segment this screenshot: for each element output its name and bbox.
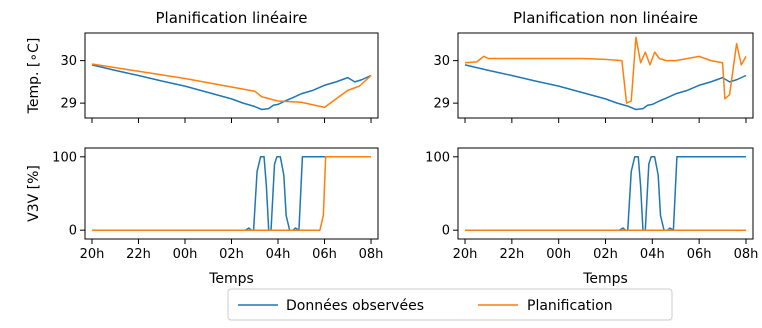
legend-frame — [227, 288, 673, 321]
legend-label-observed: Données observées — [286, 298, 424, 314]
series-line-plan — [91, 156, 372, 231]
x-tick-label: 20h — [453, 247, 478, 262]
y-tick-label: 29 — [433, 97, 450, 112]
x-tick-label: 08h — [734, 247, 759, 262]
x-tick-label: 22h — [126, 247, 151, 262]
x-tick-label: 06h — [687, 247, 712, 262]
x-tick-label: 02h — [219, 247, 244, 262]
series-line-obs — [91, 64, 372, 111]
panel-top-right-title: Planification non linéaire — [513, 9, 698, 27]
y-tick-label: 30 — [60, 54, 77, 69]
y-axis-label-temp: Temp. [∘C] — [26, 38, 42, 115]
panel-top-left-title: Planification linéaire — [156, 9, 308, 27]
chart-marks: 29 30 29 30 20h 22h 00h 02h 04h 06h 08h 0 100 20h 22h 0… — [52, 36, 759, 262]
y-tick-label: 100 — [425, 150, 450, 165]
legend-label-planification: Planification — [527, 298, 613, 314]
x-tick-label: 06h — [312, 247, 337, 262]
series-line-obs — [464, 64, 747, 111]
x-tick-label: 20h — [80, 247, 105, 262]
x-tick-label: 00h — [546, 247, 571, 262]
x-tick-label: 22h — [499, 247, 524, 262]
x-tick-label: 04h — [640, 247, 665, 262]
x-tick-label: 08h — [359, 247, 384, 262]
series-line-plan — [91, 63, 372, 109]
x-axis-label-right: Temps — [582, 271, 628, 287]
x-tick-label: 04h — [266, 247, 291, 262]
legend: Données observées Planification — [227, 288, 673, 321]
y-tick-label: 0 — [69, 224, 77, 239]
y-tick-label: 100 — [52, 150, 77, 165]
y-axis-label-v3v: V3V [%] — [26, 165, 42, 222]
x-tick-label: 02h — [593, 247, 618, 262]
series-line-plan — [464, 36, 747, 104]
y-tick-label: 30 — [433, 54, 450, 69]
y-tick-label: 0 — [442, 224, 450, 239]
x-tick-label: 00h — [173, 247, 198, 262]
y-tick-label: 29 — [60, 97, 77, 112]
x-axis-label-left: Temps — [208, 271, 254, 287]
